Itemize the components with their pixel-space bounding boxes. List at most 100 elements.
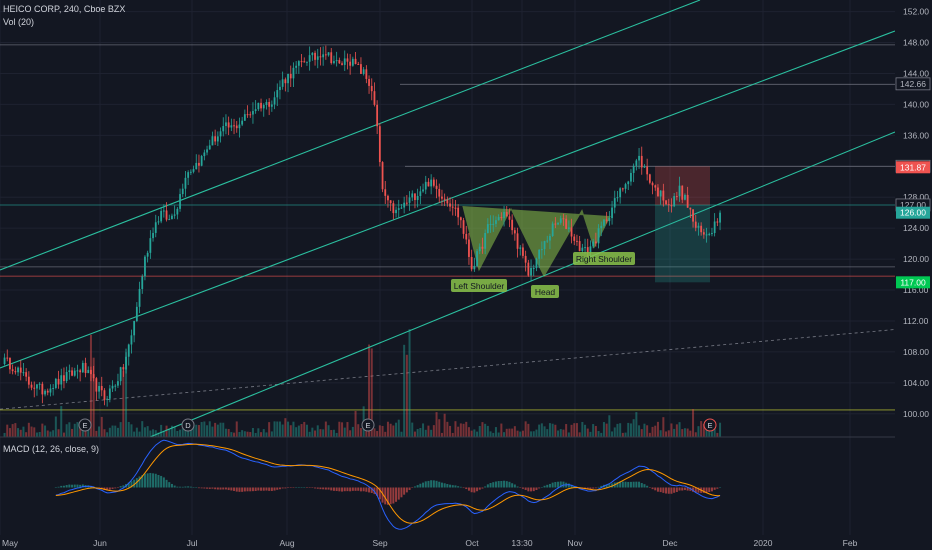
candle-body-94 xyxy=(254,109,257,112)
volume-bar-237 xyxy=(640,429,643,437)
macd-histogram-198 xyxy=(535,487,538,490)
candle-body-155 xyxy=(419,191,422,197)
candle-body-100 xyxy=(270,104,273,107)
macd-histogram-104 xyxy=(281,487,284,489)
time-axis[interactable]: May Jun Jul Aug Sep Oct 13:30 Nov Dec 2020 Feb xyxy=(2,538,858,548)
macd-histogram-224 xyxy=(605,484,608,488)
volume-legend[interactable]: Vol (20) xyxy=(3,17,35,27)
macd-histogram-39 xyxy=(106,487,109,491)
candle-body-18 xyxy=(49,388,52,393)
price-label-4: 142.66 xyxy=(900,79,926,89)
candle-body-258 xyxy=(697,225,700,228)
candle-body-148 xyxy=(400,207,403,209)
candle-body-266 xyxy=(719,212,721,223)
macd-histogram-156 xyxy=(422,482,425,488)
candle-body-259 xyxy=(700,225,703,233)
macd-histogram-56 xyxy=(152,473,155,488)
candle-body-211 xyxy=(570,227,573,237)
candle-body-86 xyxy=(233,125,235,127)
candle-body-89 xyxy=(241,120,244,125)
candle-body-198 xyxy=(535,258,538,268)
volume-bar-126 xyxy=(341,422,344,437)
candle-body-102 xyxy=(276,90,279,98)
candle-body-204 xyxy=(551,223,554,237)
macd-histogram-124 xyxy=(335,487,338,492)
macd-histogram-240 xyxy=(648,487,651,488)
macd-histogram-247 xyxy=(667,487,670,494)
volume-bar-260 xyxy=(702,423,705,437)
volume-bar-255 xyxy=(689,430,692,437)
candle-body-111 xyxy=(300,61,303,63)
macd-histogram-206 xyxy=(557,481,560,488)
price-label-1: 131.87 xyxy=(900,162,926,172)
symbol-legend[interactable]: HEICO CORP, 240, Cboe BZX xyxy=(3,4,126,14)
candle-body-122 xyxy=(330,52,333,64)
volume-bar-211 xyxy=(570,424,573,437)
volume-bar-187 xyxy=(505,428,508,437)
volume-bar-50 xyxy=(135,427,138,437)
candle-body-104 xyxy=(281,79,284,87)
volume-bar-202 xyxy=(546,429,549,437)
macd-pane: 4.000.00-4.00 xyxy=(54,439,925,530)
volume-bar-63 xyxy=(170,425,173,437)
volume-bar-7 xyxy=(19,429,22,437)
volume-bar-40 xyxy=(108,427,111,437)
macd-histogram-250 xyxy=(675,487,678,492)
volume-bar-179 xyxy=(484,423,487,437)
candle-body-228 xyxy=(616,197,619,199)
time-tick-2: Jul xyxy=(187,538,198,548)
candle-body-172 xyxy=(465,233,468,240)
volume-bar-203 xyxy=(548,423,551,437)
volume-bar-113 xyxy=(305,424,308,437)
candle-body-70 xyxy=(189,171,192,173)
volume-bar-59 xyxy=(160,424,163,437)
candle-body-56 xyxy=(152,232,154,239)
earnings-marker-text-1: D xyxy=(185,421,191,430)
macd-histogram-242 xyxy=(654,487,657,491)
candle-body-59 xyxy=(160,210,163,222)
volume-bar-54 xyxy=(146,426,149,437)
volume-bar-158 xyxy=(427,425,430,437)
candle-body-1 xyxy=(3,357,6,365)
candle-body-221 xyxy=(597,228,600,244)
volume-bar-100 xyxy=(270,431,273,437)
candle-body-66 xyxy=(179,194,181,209)
price-tick-5: 120.00 xyxy=(903,254,929,264)
right-shoulder-label: Right Shoulder xyxy=(573,252,635,265)
candle-body-182 xyxy=(492,223,495,225)
volume-bar-1 xyxy=(3,432,6,437)
volume-bar-82 xyxy=(222,422,225,437)
macd-histogram-148 xyxy=(400,487,403,498)
macd-histogram-204 xyxy=(551,482,554,488)
volume-bar-162 xyxy=(438,419,441,437)
candle-body-49 xyxy=(133,320,136,336)
volume-bar-135 xyxy=(365,426,368,437)
volume-bar-83 xyxy=(224,428,227,437)
volume-bar-64 xyxy=(173,426,176,437)
volume-bar-86 xyxy=(233,432,236,437)
macd-legend[interactable]: MACD (12, 26, close, 9) xyxy=(3,444,100,454)
volume-bar-58 xyxy=(157,432,160,437)
volume-bar-21 xyxy=(57,429,60,437)
macd-histogram-202 xyxy=(546,484,549,488)
candle-body-40 xyxy=(108,388,111,399)
volume-bar-147 xyxy=(397,419,400,437)
candle-body-186 xyxy=(503,211,505,219)
macd-histogram-180 xyxy=(486,484,489,488)
volume-bar-183 xyxy=(494,427,497,437)
macd-histogram-190 xyxy=(513,484,516,488)
volume-bar-266 xyxy=(719,422,722,437)
earnings-marker-text-2: E xyxy=(365,421,370,430)
time-tick-8: Dec xyxy=(662,538,678,548)
macd-histogram-133 xyxy=(359,487,362,492)
macd-histogram-26 xyxy=(71,484,74,488)
candle-body-192 xyxy=(519,247,522,249)
volume-bar-124 xyxy=(335,432,338,437)
macd-histogram-205 xyxy=(554,482,557,488)
macd-histogram-183 xyxy=(494,481,497,488)
macd-histogram-200 xyxy=(540,487,543,488)
volume-bar-248 xyxy=(670,423,673,437)
candle-body-197 xyxy=(532,267,535,269)
macd-histogram-221 xyxy=(597,486,600,488)
